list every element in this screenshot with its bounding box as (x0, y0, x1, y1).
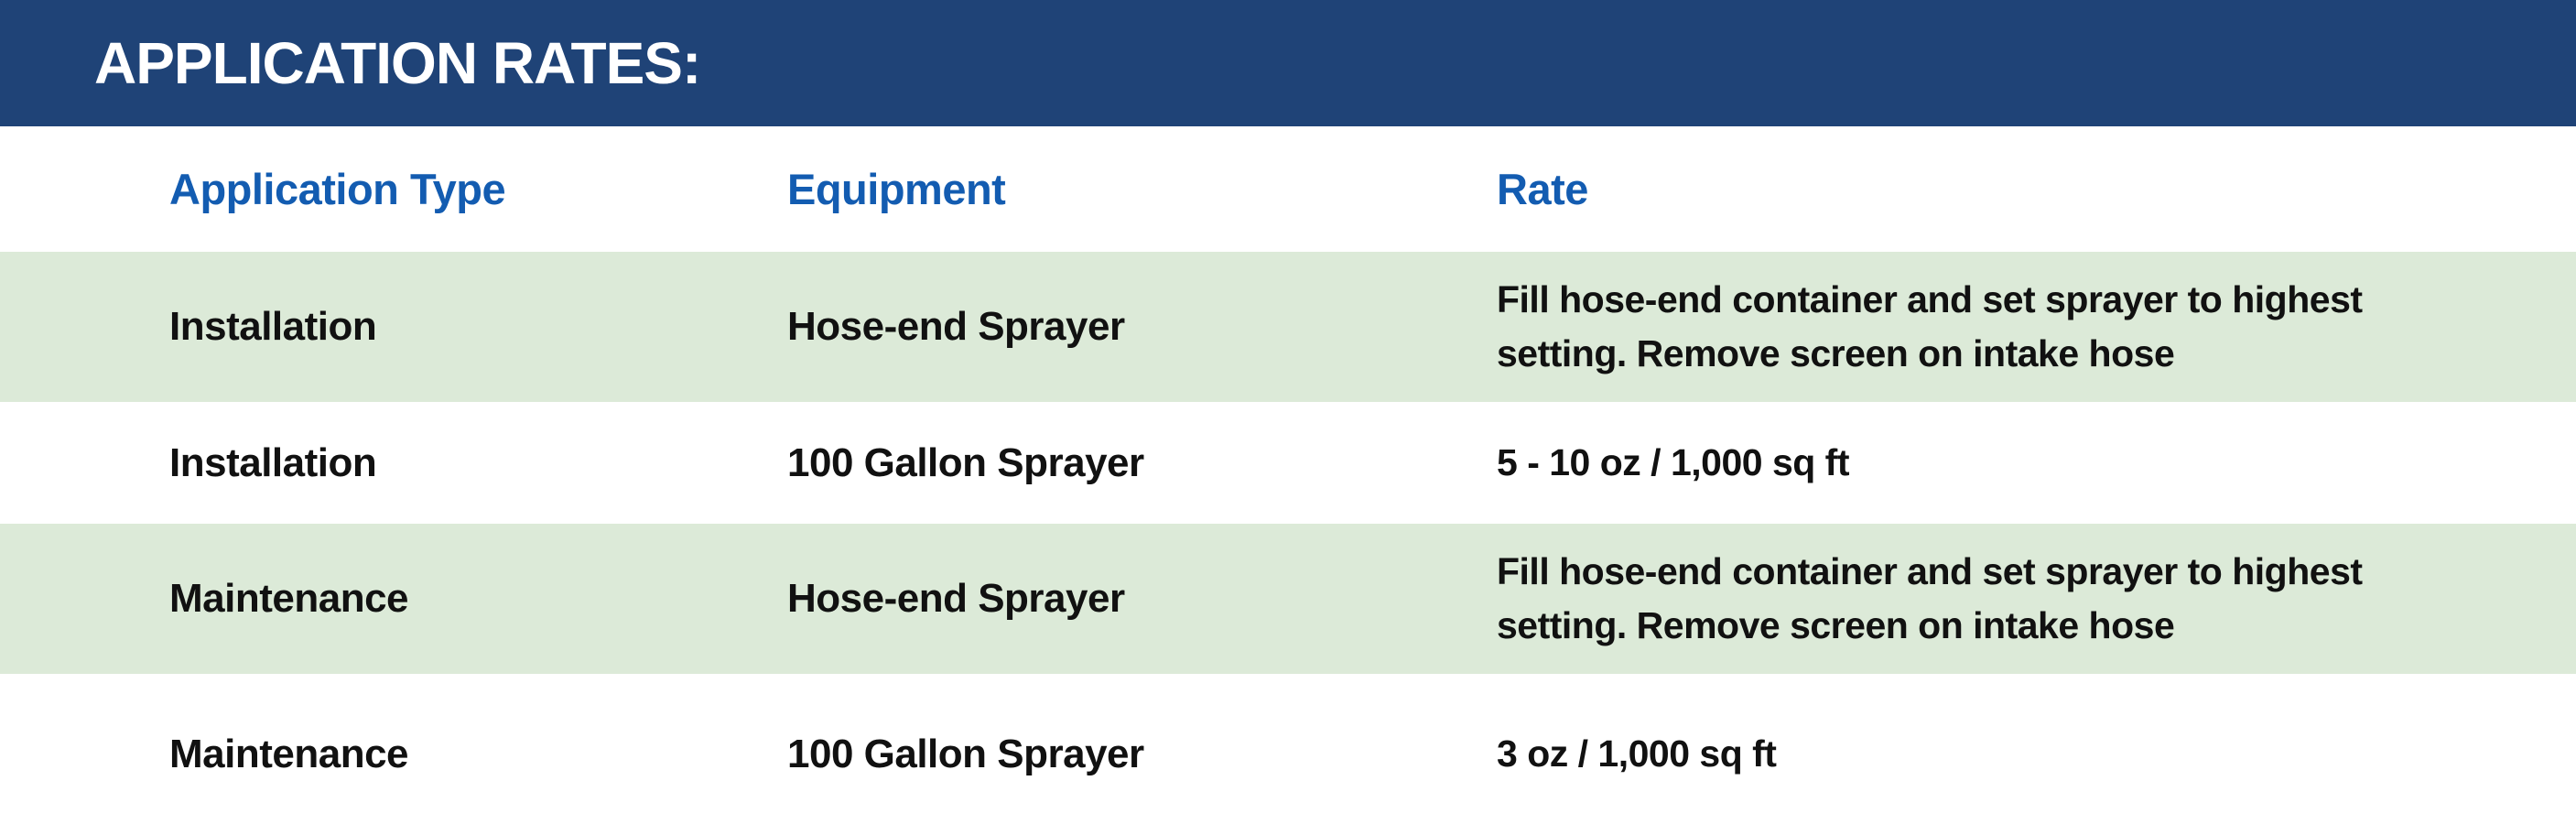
cell-equipment: Hose-end Sprayer (787, 576, 1125, 621)
cell-application-type: Maintenance (169, 576, 409, 621)
table-row: Maintenance Hose-end Sprayer Fill hose-e… (0, 524, 2576, 674)
cell-application-type: Maintenance (169, 732, 409, 776)
cell-rate: 5 - 10 oz / 1,000 sq ft (1497, 440, 1850, 483)
table-row: Installation 100 Gallon Sprayer 5 - 10 o… (0, 402, 2576, 524)
cell-rate: Fill hose-end container and set sprayer … (1497, 549, 2363, 646)
title-bar: APPLICATION RATES: (0, 0, 2576, 126)
page-title: APPLICATION RATES: (94, 30, 701, 96)
cell-rate: Fill hose-end container and set sprayer … (1497, 277, 2363, 374)
table-row: Maintenance 100 Gallon Sprayer 3 oz / 1,… (0, 674, 2576, 835)
cell-rate: 3 oz / 1,000 sq ft (1497, 732, 1777, 775)
table-row: Installation Hose-end Sprayer Fill hose-… (0, 252, 2576, 402)
column-header-application-type: Application Type (169, 165, 506, 213)
cell-equipment: 100 Gallon Sprayer (787, 732, 1144, 776)
cell-equipment: Hose-end Sprayer (787, 304, 1125, 349)
cell-equipment: 100 Gallon Sprayer (787, 439, 1144, 485)
column-header-equipment: Equipment (787, 165, 1006, 213)
cell-application-type: Installation (169, 304, 377, 349)
cell-application-type: Installation (169, 439, 377, 485)
table-header-row: Application Type Equipment Rate (0, 126, 2576, 252)
column-header-rate: Rate (1497, 165, 1588, 213)
